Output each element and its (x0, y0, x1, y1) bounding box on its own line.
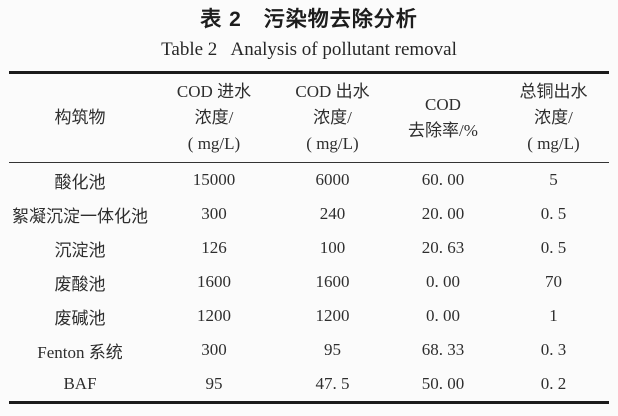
header-copper-effluent: 总铜出水 浓度/ ( mg/L) (519, 82, 588, 153)
table-row: 絮凝沉淀一体化池 300 240 20. 00 0. 5 (9, 197, 609, 231)
table-row: 废碱池 1200 1200 0. 00 1 (9, 299, 609, 333)
value-cell: 50. 00 (421, 374, 465, 393)
value-cell: 0. 5 (540, 204, 567, 223)
structure-name-cell: 废碱池 (54, 308, 106, 328)
value-cell: 70 (545, 272, 562, 291)
value-cell: 1200 (315, 306, 350, 325)
value-cell: 0. 5 (540, 238, 567, 257)
value-cell: 300 (201, 340, 227, 359)
value-cell: 0. 2 (540, 374, 567, 393)
table-row: 沉淀池 126 100 20. 63 0. 5 (9, 231, 609, 265)
value-cell: 0. 00 (426, 272, 460, 291)
value-cell: 20. 00 (421, 204, 465, 223)
value-cell: 95 (324, 340, 341, 359)
value-cell: 6000 (315, 170, 350, 189)
table-row: 酸化池 15000 6000 60. 00 5 (9, 163, 609, 198)
table-row: BAF 95 47. 5 50. 00 0. 2 (9, 367, 609, 403)
value-cell: 1 (549, 306, 558, 325)
header-row: 构筑物 COD 进水 浓度/ ( mg/L) COD 出水 浓度/ ( mg/L… (9, 73, 609, 163)
header-cod-effluent: COD 出水 浓度/ ( mg/L) (295, 82, 370, 153)
value-cell: 100 (319, 238, 346, 257)
value-cell: 47. 5 (315, 374, 350, 393)
value-cell: 15000 (192, 170, 236, 189)
value-cell: 240 (319, 204, 346, 223)
value-cell: 0. 00 (426, 306, 460, 325)
header-cod-removal-rate: COD 去除率/% (408, 95, 478, 140)
value-cell: 1600 (197, 272, 231, 291)
table-header: 构筑物 COD 进水 浓度/ ( mg/L) COD 出水 浓度/ ( mg/L… (9, 73, 609, 163)
value-cell: 20. 63 (421, 238, 465, 257)
value-cell: 126 (201, 238, 227, 257)
structure-name-cell: 沉淀池 (54, 240, 106, 260)
table-title-zh: 表 2 污染物去除分析 (200, 8, 418, 31)
pollutant-removal-table-wrap: 构筑物 COD 进水 浓度/ ( mg/L) COD 出水 浓度/ ( mg/L… (9, 71, 609, 404)
value-cell: 5 (549, 170, 558, 189)
structure-name-cell: 废酸池 (54, 274, 106, 294)
table-row: 废酸池 1600 1600 0. 00 70 (9, 265, 609, 299)
value-cell: 1200 (197, 306, 231, 325)
value-cell: 95 (205, 374, 223, 393)
header-cod-influent: COD 进水 浓度/ ( mg/L) (176, 82, 252, 153)
value-cell: 68. 33 (421, 340, 465, 359)
structure-name-cell: 絮凝沉淀一体化池 (12, 206, 148, 226)
structure-name-cell: Fenton 系统 (37, 342, 123, 362)
value-cell: 300 (201, 204, 227, 223)
table-row: Fenton 系统 300 95 68. 33 0. 3 (9, 333, 609, 367)
structure-name-cell: BAF (63, 374, 97, 393)
value-cell: 0. 3 (540, 340, 567, 359)
table-title-en: Table 2 Analysis of pollutant removal (161, 39, 457, 60)
structure-name-cell: 酸化池 (54, 172, 106, 192)
value-cell: 60. 00 (421, 170, 465, 189)
value-cell: 1600 (315, 272, 350, 291)
header-structure: 构筑物 (54, 108, 106, 127)
table-body: 酸化池 15000 6000 60. 00 5 絮凝沉淀一体化池 300 240… (9, 163, 609, 403)
pollutant-removal-table: 构筑物 COD 进水 浓度/ ( mg/L) COD 出水 浓度/ ( mg/L… (9, 71, 609, 404)
